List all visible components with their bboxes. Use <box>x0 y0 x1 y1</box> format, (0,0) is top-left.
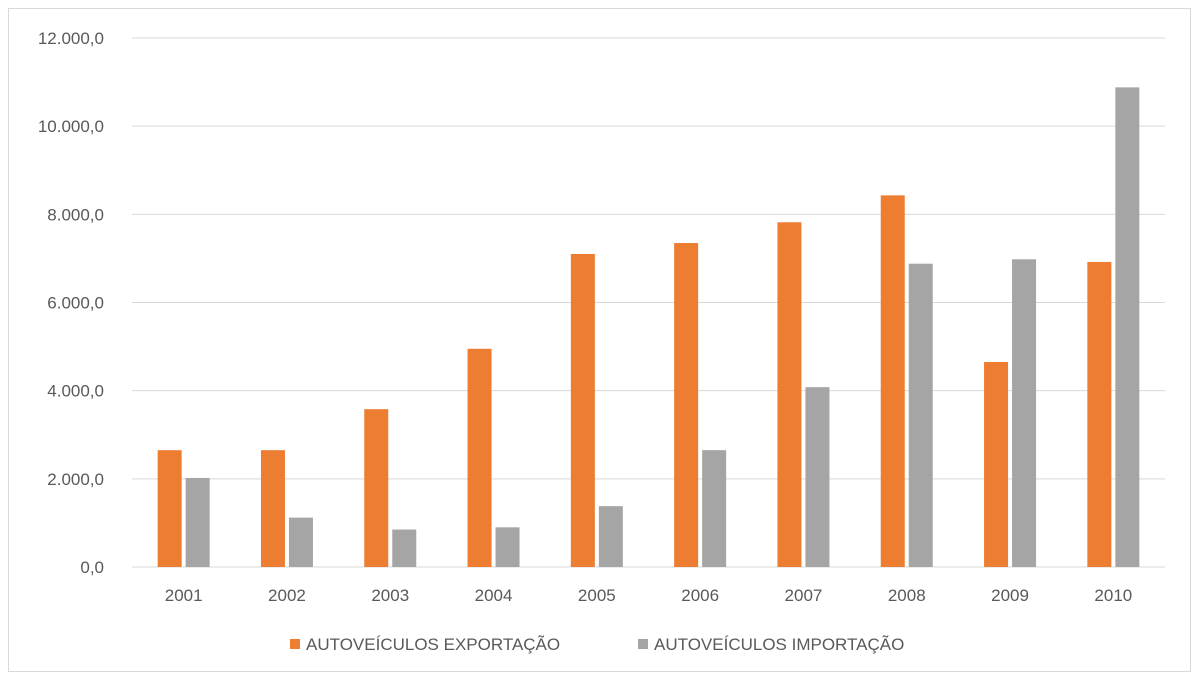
bar-importacao-2002 <box>288 517 313 567</box>
bar-importacao-2010 <box>1115 87 1140 567</box>
gridlines <box>132 37 1165 568</box>
bar-exportacao-2005 <box>570 254 595 567</box>
legend-label-importacao: AUTOVEÍCULOS IMPORTAÇÃO <box>654 635 904 654</box>
bar-importacao-2003 <box>392 529 417 567</box>
legend-swatch-importacao <box>638 639 648 649</box>
bar-exportacao-2002 <box>260 450 285 567</box>
bar-exportacao-2009 <box>984 362 1009 567</box>
y-tick-label: 10.000,0 <box>38 117 104 136</box>
bar-exportacao-2003 <box>364 409 389 567</box>
x-tick-label: 2005 <box>578 586 616 605</box>
bar-exportacao-2007 <box>777 222 802 568</box>
bar-exportacao-2004 <box>467 348 492 567</box>
bar-importacao-2008 <box>908 263 933 567</box>
x-tick-label: 2008 <box>888 586 926 605</box>
legend-swatch-exportacao <box>290 639 300 649</box>
bar-importacao-2005 <box>598 506 623 567</box>
x-tick-label: 2003 <box>371 586 409 605</box>
x-tick-label: 2009 <box>991 586 1029 605</box>
bar-exportacao-2010 <box>1087 261 1112 567</box>
y-tick-label: 6.000,0 <box>47 294 104 313</box>
x-tick-label: 2010 <box>1094 586 1132 605</box>
x-tick-label: 2006 <box>681 586 719 605</box>
bar-importacao-2009 <box>1012 259 1037 567</box>
bar-importacao-2007 <box>805 387 830 567</box>
y-tick-label: 4.000,0 <box>47 382 104 401</box>
bar-exportacao-2008 <box>880 195 905 567</box>
y-tick-label: 2.000,0 <box>47 470 104 489</box>
y-axis-tick-labels: 0,0 2.000,0 4.000,0 6.000,0 8.000,0 10.000,0 1… <box>38 29 104 577</box>
legend: AUTOVEÍCULOS EXPORTAÇÃO AUTOVEÍCULOS IMP… <box>290 635 904 654</box>
y-tick-label: 0,0 <box>80 558 104 577</box>
bar-importacao-2004 <box>495 527 520 567</box>
x-axis-tick-labels: 2001 2002 2003 2004 2005 2006 2007 2008 2009 2010 <box>165 586 1133 605</box>
bar-importacao-2001 <box>185 477 210 567</box>
bar-exportacao-2001 <box>157 450 182 567</box>
x-tick-label: 2002 <box>268 586 306 605</box>
x-tick-label: 2001 <box>165 586 203 605</box>
bar-exportacao-2006 <box>674 242 699 568</box>
bars <box>157 87 1140 568</box>
x-tick-label: 2004 <box>475 586 513 605</box>
bar-importacao-2006 <box>702 450 727 567</box>
legend-label-exportacao: AUTOVEÍCULOS EXPORTAÇÃO <box>306 635 560 654</box>
y-tick-label: 8.000,0 <box>47 205 104 224</box>
y-tick-label: 12.000,0 <box>38 29 104 48</box>
x-tick-label: 2007 <box>785 586 823 605</box>
